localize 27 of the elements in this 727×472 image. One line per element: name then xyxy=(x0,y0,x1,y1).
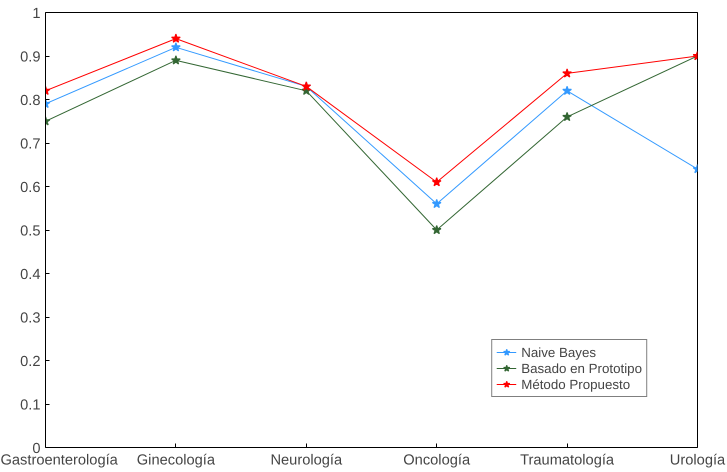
legend-label: Basado en Prototipo xyxy=(521,360,642,376)
point xyxy=(432,224,442,234)
y-tick-label: 0.5 xyxy=(20,224,40,240)
point xyxy=(171,34,181,43)
x-tick-label: Oncología xyxy=(403,452,471,468)
legend-label: Naive Bayes xyxy=(521,344,596,360)
point xyxy=(171,55,181,65)
x-tick-label: Neurología xyxy=(270,452,343,468)
x-tick-label: Ginecología xyxy=(136,452,216,468)
y-tick-label: 0.2 xyxy=(20,354,40,370)
legend-label: Método Propuesto xyxy=(521,376,630,392)
y-tick-label: 0.1 xyxy=(20,398,40,414)
x-tick-label: Traumatología xyxy=(520,452,615,468)
y-tick-label: 0.4 xyxy=(20,267,40,283)
y-tick-label: 1 xyxy=(32,6,41,22)
y-tick-label: 0.7 xyxy=(20,136,40,152)
point xyxy=(432,177,442,186)
point xyxy=(171,42,181,52)
point xyxy=(562,112,572,122)
y-tick-label: 0.8 xyxy=(20,93,40,109)
point xyxy=(562,86,572,96)
point xyxy=(562,68,572,78)
y-tick-label: 0.9 xyxy=(20,50,40,66)
x-tick-label: Urología xyxy=(670,452,726,468)
point xyxy=(432,198,442,208)
y-tick-label: 0.3 xyxy=(20,310,40,326)
y-tick-label: 0.6 xyxy=(20,180,40,196)
